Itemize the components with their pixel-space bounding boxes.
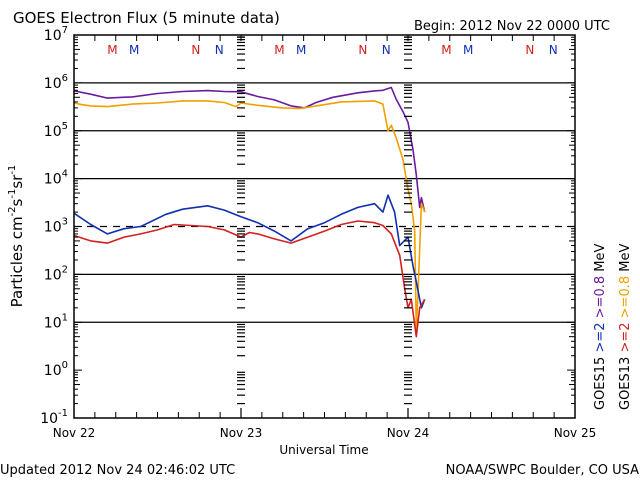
y-tick-label: 104 <box>44 169 68 188</box>
series-layer <box>73 86 426 338</box>
local-time-marker: M <box>129 43 139 57</box>
source-credit: NOAA/SWPC Boulder, CO USA <box>446 463 639 478</box>
y-tick-label: 100 <box>44 360 68 379</box>
series-line-goes13-0-8-mev <box>73 100 426 331</box>
local-time-marker: N <box>382 43 391 57</box>
y-tick-label: 102 <box>44 264 68 283</box>
local-time-marker: M <box>441 43 451 57</box>
y-tick-label: 105 <box>44 121 68 140</box>
y-tick-label: 101 <box>44 312 68 331</box>
y-tick-labels: 107 106 105 104 103 102 101 100 10-1 <box>40 25 68 427</box>
local-time-marker: M <box>107 43 117 57</box>
y-tick-label: 10-1 <box>40 408 68 427</box>
series-line-goes15-2-mev <box>73 194 426 309</box>
series-line-goes13-2-mev <box>73 220 426 338</box>
y-tick-label: 103 <box>44 217 68 236</box>
local-time-marker: N <box>191 43 200 57</box>
x-tick-label: Nov 23 <box>220 426 263 440</box>
x-axis-label: Universal Time <box>279 443 368 457</box>
x-tick-label: Nov 25 <box>554 426 597 440</box>
x-tick-label: Nov 24 <box>387 426 430 440</box>
y-tick-label: 106 <box>44 73 68 92</box>
updated-timestamp: Updated 2012 Nov 24 02:46:02 UTC <box>0 463 235 478</box>
local-time-marker: N <box>358 43 367 57</box>
local-time-marker: N <box>549 43 558 57</box>
x-tick-labels: Nov 22 Nov 23 Nov 24 Nov 25 <box>53 426 597 440</box>
local-time-marker: N <box>525 43 534 57</box>
legend-entry: GOES13 >=2 >=0.8 MeV <box>618 244 633 410</box>
x-tick-label: Nov 22 <box>53 426 96 440</box>
y-tick-label: 107 <box>44 25 68 44</box>
legend-entry: GOES15 >=2 >=0.8 MeV <box>593 244 608 410</box>
grid-layer <box>74 82 575 323</box>
begin-label: Begin: 2012 Nov 22 0000 UTC <box>414 19 610 34</box>
plot-frame <box>73 34 576 419</box>
local-time-marker: M <box>274 43 284 57</box>
series-line-goes15-0-8-mev <box>73 86 426 213</box>
y-axis-label: Particles cm-2s-1sr-1 <box>7 165 26 308</box>
local-time-marker: M <box>463 43 473 57</box>
legend: GOES15 >=2 >=0.8 MeV GOES13 >=2 >=0.8 MeV <box>593 244 633 410</box>
local-time-marker: M <box>296 43 306 57</box>
chart-title: GOES Electron Flux (5 minute data) <box>13 9 280 27</box>
local-time-marker: N <box>215 43 224 57</box>
